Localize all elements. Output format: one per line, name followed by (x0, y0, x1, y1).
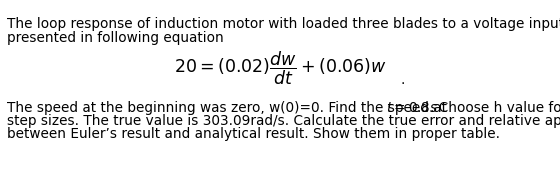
Text: $20 = (0.02)\dfrac{dw}{dt} + (0.06)w$: $20 = (0.02)\dfrac{dw}{dt} + (0.06)w$ (174, 49, 386, 87)
Text: presented in following equation: presented in following equation (7, 31, 224, 45)
Text: The loop response of induction motor with loaded three blades to a voltage input: The loop response of induction motor wit… (7, 17, 560, 31)
Text: step sizes. The true value is 303.09rad/s. Calculate the true error and relative: step sizes. The true value is 303.09rad/… (7, 114, 560, 128)
Text: $t = 0.8s$: $t = 0.8s$ (386, 101, 438, 115)
Text: The speed at the beginning was zero, w(0)=0. Find the speed at: The speed at the beginning was zero, w(0… (7, 101, 451, 115)
Text: .: . (400, 73, 404, 87)
Text: . Choose h value for two: . Choose h value for two (430, 101, 560, 115)
Text: between Euler’s result and analytical result. Show them in proper table.: between Euler’s result and analytical re… (7, 127, 500, 141)
